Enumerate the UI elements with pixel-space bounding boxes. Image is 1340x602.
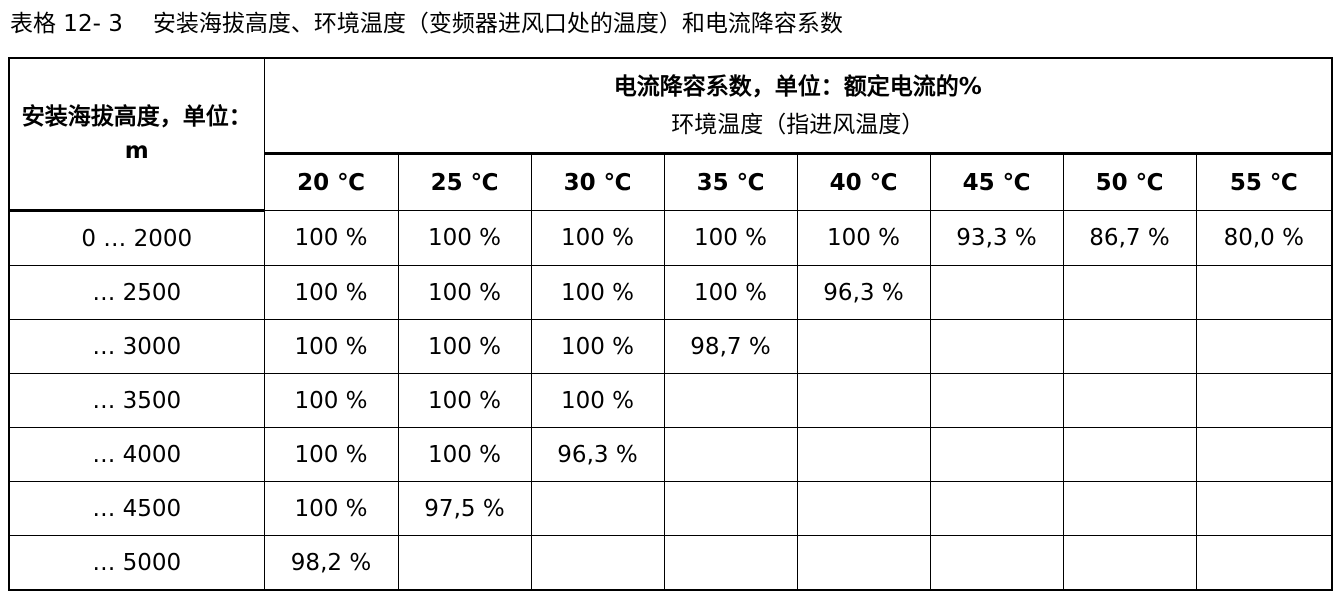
altitude-cell: … 2500 [8,265,265,320]
temperature-header: 40 ℃ [796,153,931,211]
derating-cell [796,535,931,591]
derating-cell: 100 % [663,265,798,320]
altitude-cell: … 4000 [8,427,265,482]
derating-cell: 100 % [397,427,532,482]
derating-cell [796,427,931,482]
derating-subtitle: 环境温度（指进风温度） [671,111,925,138]
derating-cell: 98,7 % [663,319,798,374]
altitude-cell: … 3500 [8,373,265,428]
derating-cell [1195,265,1333,320]
altitude-cell: … 3000 [8,319,265,374]
temperature-header: 55 ℃ [1195,153,1333,211]
derating-cell [1062,373,1197,428]
derating-cell [530,535,665,591]
temperature-header: 25 ℃ [397,153,532,211]
altitude-header: 安装海拔高度，单位：m [8,57,265,212]
derating-cell [796,373,931,428]
altitude-cell: 0 … 2000 [8,210,265,266]
derating-cell [929,481,1064,536]
altitude-cell: … 5000 [8,535,265,591]
derating-cell: 100 % [263,373,399,428]
derating-cell: 100 % [397,210,532,266]
derating-cell: 100 % [397,319,532,374]
derating-cell: 100 % [530,319,665,374]
derating-cell: 100 % [530,210,665,266]
table-row: … 4500 100 % 97,5 % [8,481,1333,536]
derating-cell [1195,373,1333,428]
derating-cell [663,535,798,591]
derating-cell [1195,319,1333,374]
derating-cell: 100 % [263,427,399,482]
derating-cell: 100 % [530,265,665,320]
derating-header: 电流降容系数，单位：额定电流的% 环境温度（指进风温度） [263,57,1333,155]
derating-cell: 100 % [796,210,931,266]
derating-table: 安装海拔高度，单位：m 电流降容系数，单位：额定电流的% 环境温度（指进风温度）… [8,57,1334,591]
temperature-header: 20 ℃ [263,153,399,211]
derating-cell: 100 % [397,373,532,428]
derating-cell [1062,481,1197,536]
table-row: … 3000 100 % 100 % 100 % 98,7 % [8,319,1333,374]
temperature-header: 45 ℃ [929,153,1064,211]
derating-cell: 100 % [530,373,665,428]
derating-cell: 100 % [263,210,399,266]
derating-cell [397,535,532,591]
caption-label: 表格 12- 3 [10,11,123,37]
table-row: … 4000 100 % 100 % 96,3 % [8,427,1333,482]
derating-cell: 96,3 % [530,427,665,482]
derating-cell [796,481,931,536]
derating-cell [929,319,1064,374]
derating-cell [929,535,1064,591]
derating-title: 电流降容系数，单位：额定电流的% [613,73,982,100]
table-row: … 3500 100 % 100 % 100 % [8,373,1333,428]
derating-cell: 100 % [263,481,399,536]
temperature-header: 50 ℃ [1062,153,1197,211]
derating-cell [1195,481,1333,536]
derating-cell: 97,5 % [397,481,532,536]
derating-cell [1195,427,1333,482]
table-row: … 2500 100 % 100 % 100 % 100 % 96,3 % [8,265,1333,320]
derating-cell [663,427,798,482]
derating-cell [1195,535,1333,591]
derating-cell [1062,265,1197,320]
derating-cell [1062,319,1197,374]
derating-cell [929,373,1064,428]
derating-cell [530,481,665,536]
table-caption: 表格 12- 3 安装海拔高度、环境温度（变频器进风口处的温度）和电流降容系数 [10,6,843,42]
derating-cell: 96,3 % [796,265,931,320]
table-row: … 5000 98,2 % [8,535,1333,591]
derating-cell: 100 % [263,265,399,320]
derating-cell: 100 % [263,319,399,374]
derating-cell [1062,427,1197,482]
derating-cell: 80,0 % [1195,210,1333,266]
derating-cell: 100 % [397,265,532,320]
altitude-cell: … 4500 [8,481,265,536]
caption-text: 安装海拔高度、环境温度（变频器进风口处的温度）和电流降容系数 [152,11,843,37]
temperature-header: 30 ℃ [530,153,665,211]
derating-cell [1062,535,1197,591]
derating-cell: 86,7 % [1062,210,1197,266]
table-body: 安装海拔高度，单位：m 电流降容系数，单位：额定电流的% 环境温度（指进风温度）… [8,57,1333,591]
derating-cell [663,373,798,428]
derating-cell [796,319,931,374]
table-row: 0 … 2000 100 % 100 % 100 % 100 % 100 % 93,3 % 8… [8,210,1333,266]
derating-cell: 93,3 % [929,210,1064,266]
derating-cell: 98,2 % [263,535,399,591]
header-row: 安装海拔高度，单位：m 电流降容系数，单位：额定电流的% 环境温度（指进风温度） [8,57,1333,212]
derating-cell [929,427,1064,482]
derating-cell [663,481,798,536]
derating-cell [929,265,1064,320]
temperature-header: 35 ℃ [663,153,798,211]
derating-cell: 100 % [663,210,798,266]
